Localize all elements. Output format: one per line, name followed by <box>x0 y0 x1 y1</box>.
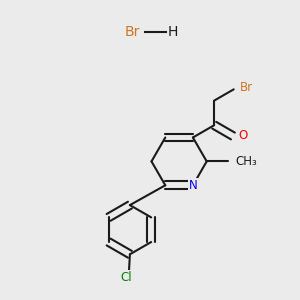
Text: H: H <box>167 25 178 38</box>
Text: N: N <box>188 179 197 192</box>
Text: Cl: Cl <box>121 271 132 284</box>
Text: Br: Br <box>240 81 254 94</box>
Text: CH₃: CH₃ <box>236 155 257 168</box>
Text: Br: Br <box>124 25 140 38</box>
Text: O: O <box>238 130 248 142</box>
